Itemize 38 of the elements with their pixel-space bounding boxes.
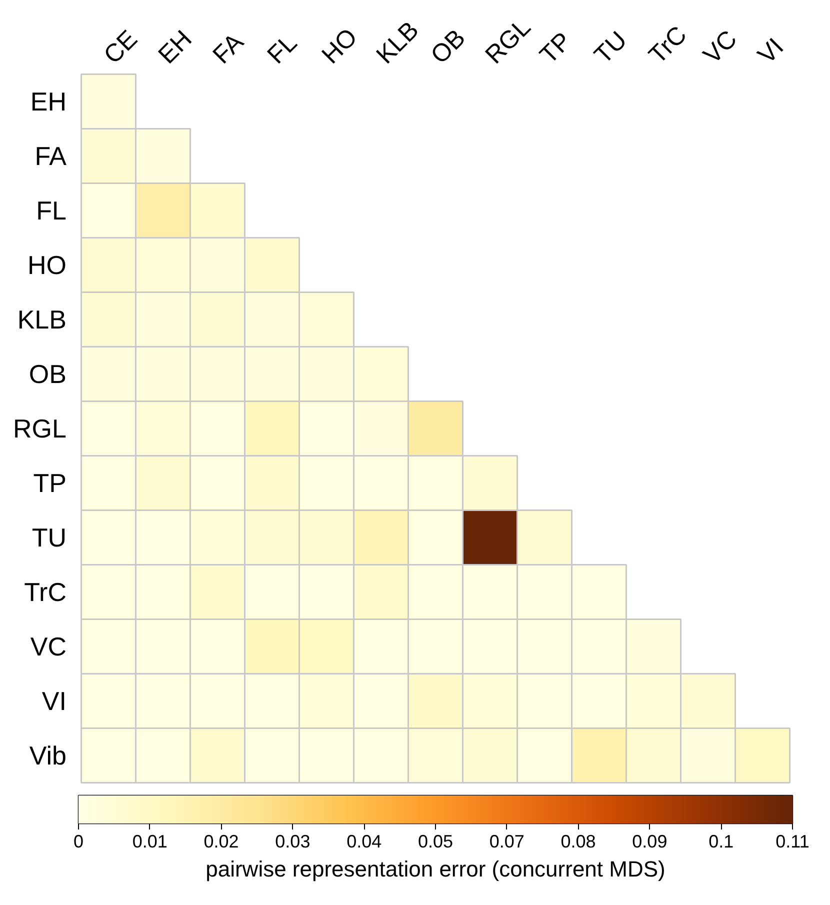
color-bar-label: 0.05 (418, 832, 454, 852)
x-tick-label: RGL (480, 13, 536, 70)
y-tick-label: VC (30, 632, 67, 662)
x-tick-label: FL (262, 28, 303, 70)
color-bar-label: 0.03 (275, 832, 310, 852)
color-bar-label: 0.02 (204, 832, 239, 852)
x-tick-label: TP (534, 27, 577, 70)
y-tick-label: HO (28, 250, 66, 280)
y-tick-label: KLB (17, 304, 67, 334)
color-bar-label: 0.08 (560, 832, 596, 852)
x-tick-label: KLB (371, 16, 424, 70)
y-tick-label: OB (28, 358, 67, 389)
y-tick-label: FA (34, 140, 68, 171)
y-tick-label: RGL (13, 414, 67, 444)
x-tick-label: OB (426, 24, 471, 70)
x-tick-label: TrC (644, 20, 692, 70)
x-tick-label: VI (752, 32, 790, 70)
color-bar-label: 0.11 (776, 832, 810, 852)
x-tick-label: FA (208, 28, 250, 70)
color-bar-label: 0.04 (346, 832, 382, 852)
color-bar-label: 0 (73, 832, 84, 852)
color-bar-label: 0.1 (708, 832, 734, 852)
y-tick-label: FL (36, 195, 66, 226)
y-tick-label: Vib (29, 740, 66, 771)
y-tick-label: TrC (24, 577, 67, 608)
y-tick-label: VI (42, 686, 67, 716)
x-tick-label: CE (98, 25, 143, 70)
y-tick-label: TU (32, 522, 67, 553)
color-bar-label: 0.01 (132, 832, 168, 852)
color-bar-label: 0.07 (489, 832, 524, 852)
color-bar-title: pairwise representation error (concurrent MDS) (206, 856, 666, 882)
x-tick-label: HO (316, 23, 363, 70)
y-tick-label: EH (30, 86, 67, 116)
x-tick-label: VC (698, 25, 742, 70)
y-tick-label: TP (33, 468, 67, 498)
x-tick-label: TU (589, 26, 632, 70)
color-bar-label: 0.09 (632, 832, 668, 852)
x-tick-label: EH (153, 25, 198, 70)
